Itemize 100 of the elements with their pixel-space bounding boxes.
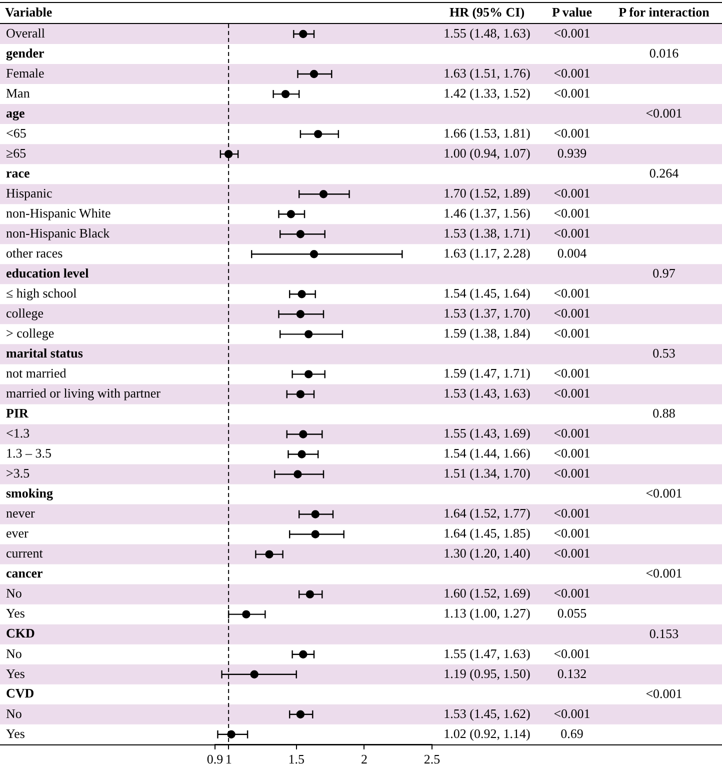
text: <0.001 [554, 25, 590, 40]
data-label: 1.51 (1.34, 1.70) [444, 466, 530, 481]
text: P for interaction [618, 4, 710, 20]
data-label: 1.19 (0.95, 1.50) [444, 666, 530, 681]
data-label: 1.64 (1.45, 1.85) [444, 526, 530, 541]
y-tick-label: non-Hispanic White [6, 206, 112, 221]
text: <0.001 [554, 125, 590, 140]
text: <0.001 [646, 105, 682, 120]
y-tick-label: Hispanic [6, 186, 52, 201]
text: <0.001 [554, 306, 590, 321]
y-tick-label: age [6, 105, 25, 120]
data-label: 1.53 (1.38, 1.71) [444, 226, 530, 241]
x-tick-label: 1 [225, 752, 232, 767]
data-label: 1.13 (1.00, 1.27) [444, 606, 530, 621]
x-tick-label: 2.5 [424, 752, 440, 767]
point [299, 30, 308, 38]
data-label: 1.63 (1.51, 1.76) [444, 65, 530, 80]
y-tick-label: No [6, 646, 22, 661]
y-tick-label: >3.5 [6, 466, 30, 481]
data-label: 1.63 (1.17, 2.28) [444, 246, 530, 261]
point [242, 610, 250, 618]
data-label: 1.46 (1.37, 1.56) [444, 206, 530, 221]
data-label: 1.59 (1.38, 1.84) [444, 326, 530, 341]
y-tick-label: ≥65 [6, 145, 26, 160]
text: P value [552, 4, 592, 20]
text: <0.001 [554, 366, 590, 381]
text: 0.016 [649, 45, 680, 60]
y-tick-label: Man [6, 85, 30, 100]
text: <0.001 [646, 486, 682, 501]
point [311, 530, 320, 538]
text: 0.97 [652, 266, 676, 281]
point [224, 150, 233, 158]
text: <0.001 [554, 446, 590, 461]
data-label: 1.53 (1.45, 1.62) [444, 706, 530, 721]
text: <0.001 [554, 326, 590, 341]
data-label: 1.64 (1.52, 1.77) [444, 506, 530, 521]
text: <0.001 [554, 226, 590, 241]
data-label: 1.55 (1.47, 1.63) [444, 646, 530, 661]
point [286, 210, 296, 218]
data-label: 1.60 (1.52, 1.69) [444, 586, 530, 601]
point [319, 190, 328, 198]
text: <0.001 [554, 586, 590, 601]
point [281, 90, 290, 98]
point [296, 710, 305, 718]
point [265, 550, 274, 558]
y-tick-label: non-Hispanic Black [6, 226, 110, 241]
point [299, 650, 308, 658]
data-label: 1.53 (1.37, 1.70) [444, 306, 530, 321]
y-tick-label: CKD [6, 626, 35, 641]
y-tick-label: Yes [6, 606, 25, 621]
y-tick-label: 1.3 – 3.5 [6, 446, 52, 461]
y-tick-label: smoking [6, 486, 54, 501]
text: 0.153 [649, 626, 679, 641]
text: <0.001 [646, 566, 682, 581]
data-label: 1.54 (1.45, 1.64) [444, 286, 530, 301]
point [310, 250, 318, 258]
data-label: 1.02 (0.92, 1.14) [444, 726, 530, 741]
text: <0.001 [554, 186, 590, 201]
text: <0.001 [554, 386, 590, 401]
data-label: 1.70 (1.52, 1.89) [444, 186, 530, 201]
text: 0.69 [560, 726, 584, 741]
y-tick-label: No [6, 706, 22, 721]
y-tick-label: Yes [6, 666, 25, 681]
x-tick-label: 2 [360, 752, 368, 767]
y-tick-label: current [6, 546, 44, 561]
text: <0.001 [554, 85, 590, 100]
point [296, 390, 305, 398]
y-tick-label: gender [6, 45, 44, 60]
text: 0.055 [557, 606, 587, 621]
text: <0.001 [554, 466, 590, 481]
y-tick-label: <1.3 [6, 426, 30, 441]
point [299, 430, 308, 438]
data-label: 1.53 (1.43, 1.63) [444, 386, 530, 401]
y-tick-label: ever [6, 526, 30, 541]
text: <0.001 [554, 206, 590, 221]
text: <0.001 [646, 686, 682, 701]
y-tick-label: Yes [6, 726, 25, 741]
point [298, 290, 306, 298]
x-tick-label: 1.5 [288, 752, 304, 767]
y-tick-label: <65 [6, 125, 26, 140]
x-tick-label: 0.9 [206, 752, 224, 767]
text: <0.001 [554, 546, 590, 561]
point [294, 470, 302, 478]
y-tick-label: education level [6, 266, 90, 280]
text: 0.939 [557, 145, 587, 160]
text: <0.001 [554, 646, 590, 661]
data-label: 1.42 (1.33, 1.52) [444, 85, 530, 100]
text: HR (95% CI) [449, 4, 525, 20]
point [311, 510, 320, 518]
y-tick-label: marital status [6, 346, 83, 361]
text: 0.53 [652, 346, 676, 361]
point [314, 130, 322, 138]
data-label: 1.00 (0.94, 1.07) [444, 145, 530, 160]
text: 0.132 [557, 666, 587, 681]
y-tick-label: other races [6, 246, 63, 261]
point [304, 330, 313, 338]
data-label: 1.54 (1.44, 1.66) [444, 446, 530, 461]
text: 0.004 [557, 246, 588, 261]
text: 0.264 [649, 166, 680, 181]
point [250, 670, 258, 678]
